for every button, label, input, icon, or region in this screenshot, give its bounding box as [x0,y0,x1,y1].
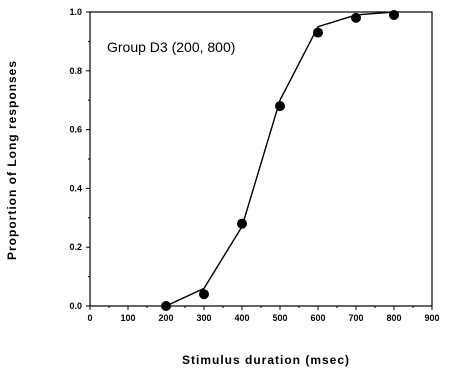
data-point [161,301,171,311]
y-tick-label: 0.4 [69,183,82,193]
fit-line [165,11,395,307]
y-tick-label: 0.2 [69,242,82,252]
y-tick-label: 0.0 [69,301,82,311]
axis-ticks [86,11,433,310]
x-tick-label: 700 [348,313,363,323]
x-tick-label: 200 [158,313,173,323]
plot-axes [89,11,433,307]
data-point [237,218,247,229]
data-point [199,289,209,300]
x-tick-label: 0 [87,313,92,323]
data-point [351,12,361,23]
x-axis-label: Stimulus duration (msec) [182,353,350,367]
data-points [161,9,399,311]
data-point [275,101,285,112]
y-axis-label: Proportion of Long responses [5,60,19,260]
x-tick-label: 400 [234,313,249,323]
x-tick-label: 800 [386,313,401,323]
y-tick-label: 1.0 [69,7,82,17]
x-tick-labels: 0 100 200 300 400 500 600 700 800 900 [87,313,439,323]
fit-line-group [165,11,395,307]
y-tick-label: 0.8 [69,66,82,76]
y-tick-label: 0.6 [69,125,82,135]
group-annotation: Group D3 (200, 800) [107,39,235,55]
data-point [313,27,323,38]
data-point [389,9,399,20]
x-tick-label: 500 [272,313,287,323]
x-tick-label: 100 [120,313,135,323]
x-tick-label: 600 [310,313,325,323]
y-tick-labels: 0.0 0.2 0.4 0.6 0.8 1.0 [69,7,82,311]
x-tick-label: 300 [196,313,211,323]
plot-frame [89,11,433,307]
x-tick-label: 900 [424,313,439,323]
